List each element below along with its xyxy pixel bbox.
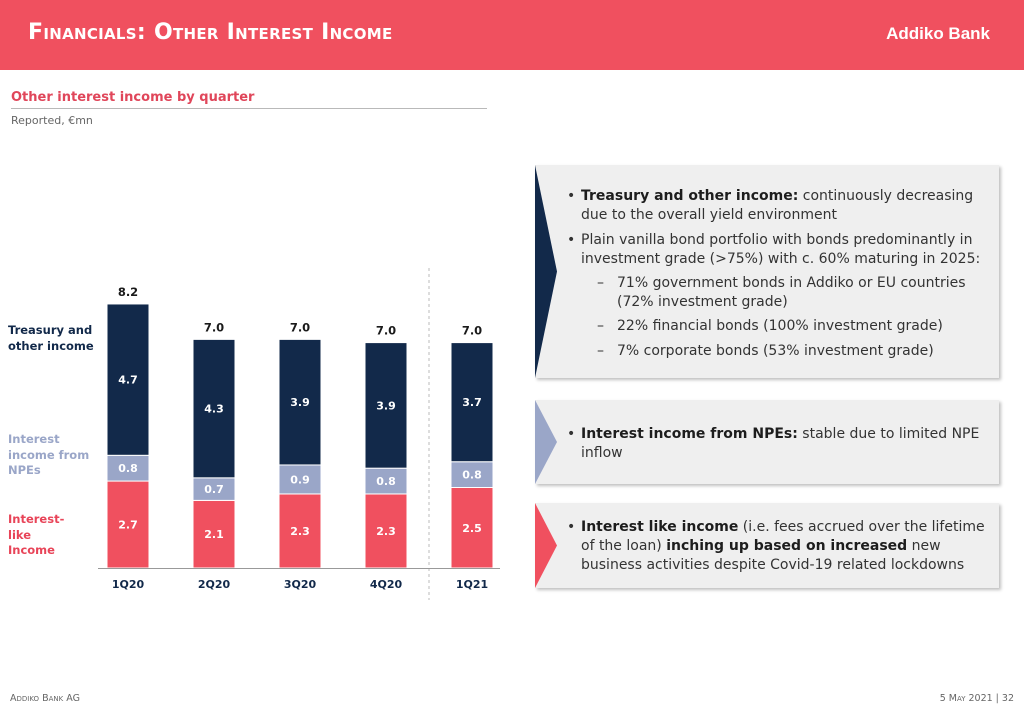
- legend-treasury: Treasury and other income: [8, 323, 94, 354]
- total-label: 7.0: [376, 324, 396, 338]
- sub-bullet-government: 71% government bonds in Addiko or EU cou…: [597, 274, 987, 312]
- chart-title: Other interest income by quarter: [11, 90, 255, 105]
- bullet-treasury: Treasury and other income: continuously …: [567, 187, 995, 225]
- category-label: 1Q21: [456, 578, 488, 591]
- legend-like-line: Income: [8, 543, 55, 557]
- bar-segment: [278, 493, 322, 569]
- title-divider: [11, 108, 487, 109]
- bar-segment: [106, 480, 150, 569]
- data-label: 0.9: [290, 473, 310, 486]
- sub-text: 7% corporate bonds (53% investment grade…: [617, 343, 934, 359]
- legend-interest-like: Interest- like Income: [8, 512, 64, 559]
- footer-date-page: 5 May 2021 | 32: [939, 693, 1014, 704]
- bullet-interest-like: Interest like income (i.e. fees accrued …: [567, 518, 995, 575]
- bar-segment: [192, 338, 236, 479]
- header-bar: Financials: Other Interest Income Addiko…: [0, 0, 1024, 70]
- bullet-bold: Interest like income: [581, 519, 739, 535]
- arrow-lavender-icon: [535, 400, 557, 484]
- bar-segment: [278, 338, 322, 466]
- arrow-navy-icon: [535, 165, 557, 378]
- total-label: 7.0: [204, 320, 224, 334]
- bullet-npe: Interest income from NPEs: stable due to…: [567, 425, 995, 463]
- data-label: 2.5: [462, 522, 482, 535]
- category-label: 3Q20: [284, 578, 317, 591]
- total-label: 8.2: [118, 285, 138, 299]
- bullet-bold: Treasury and other income:: [581, 188, 799, 204]
- data-label: 0.8: [462, 469, 482, 482]
- panel-treasury: Treasury and other income: continuously …: [535, 165, 999, 378]
- footer-company: Addiko Bank AG: [10, 693, 80, 704]
- bar-segment: [278, 464, 322, 495]
- data-label: 4.7: [118, 374, 138, 387]
- stacked-bar-chart: 2.7 0.8 4.7 8.2 1Q20 2.1 0.7 4.3 7.0 2Q20 2.3 0.9 3.…: [98, 268, 500, 600]
- legend-npe-line: income from: [8, 447, 90, 462]
- bar-segment: [450, 342, 494, 463]
- data-label: 2.1: [204, 528, 224, 541]
- legend-npe-line: Interest: [8, 432, 60, 446]
- bar-segment: [364, 342, 408, 469]
- legend-like-line: Interest-: [8, 512, 65, 526]
- legend-npe: Interest income from NPEs: [8, 432, 89, 479]
- panel-npe: Interest income from NPEs: stable due to…: [535, 400, 999, 484]
- bullet-text: stable due to limited NPE inflow: [581, 426, 980, 461]
- category-label: 1Q20: [112, 578, 145, 591]
- legend-like-line: like: [8, 527, 32, 542]
- total-label: 7.0: [462, 324, 482, 338]
- chart-subtitle: Reported, €mn: [11, 114, 93, 127]
- data-label: 0.8: [376, 475, 396, 488]
- legend-treasury-line: other income: [8, 338, 94, 353]
- bar-segment: [192, 499, 236, 569]
- arrow-red-icon: [535, 503, 557, 588]
- sub-text: 22% financial bonds (100% investment gra…: [617, 318, 943, 334]
- data-label: 4.3: [204, 403, 224, 416]
- total-label: 7.0: [290, 320, 310, 334]
- data-label: 3.9: [376, 399, 396, 412]
- data-label: 2.3: [376, 525, 396, 538]
- bullet-bold: Interest income from NPEs:: [581, 426, 798, 442]
- addiko-logo: Addiko Bank: [886, 24, 990, 43]
- panel-interest-like: Interest like income (i.e. fees accrued …: [535, 503, 999, 588]
- data-label: 3.7: [462, 396, 482, 409]
- bullet-bond-portfolio: Plain vanilla bond portfolio with bonds …: [567, 231, 995, 269]
- bullet-text: (i.e. fees accrued over the lifetime of …: [581, 519, 985, 554]
- data-label: 2.7: [118, 519, 138, 532]
- data-label: 2.3: [290, 525, 310, 538]
- category-label: 2Q20: [198, 578, 231, 591]
- data-label: 3.9: [290, 396, 310, 409]
- data-label: 0.8: [118, 462, 138, 475]
- bullet-text: continuously decreasing due to the overa…: [581, 188, 974, 223]
- bullet-bold: inching up based on increased: [666, 538, 908, 554]
- data-label: 0.7: [204, 483, 224, 496]
- category-label: 4Q20: [370, 578, 403, 591]
- sub-text: 71% government bonds in Addiko or EU cou…: [617, 275, 966, 310]
- bar-segment: [106, 303, 150, 456]
- sub-bullet-corporate: 7% corporate bonds (53% investment grade…: [597, 342, 987, 361]
- bullet-text: Plain vanilla bond portfolio with bonds …: [581, 232, 981, 267]
- sub-bullet-financial: 22% financial bonds (100% investment gra…: [597, 317, 987, 336]
- legend-treasury-line: Treasury and: [8, 323, 93, 337]
- bar-segment: [364, 493, 408, 569]
- bullet-text: new business activities despite Covid-19…: [581, 538, 965, 573]
- legend-npe-line: NPEs: [8, 463, 41, 477]
- bar-segment: [450, 487, 494, 569]
- page-title: Financials: Other Interest Income: [28, 20, 393, 45]
